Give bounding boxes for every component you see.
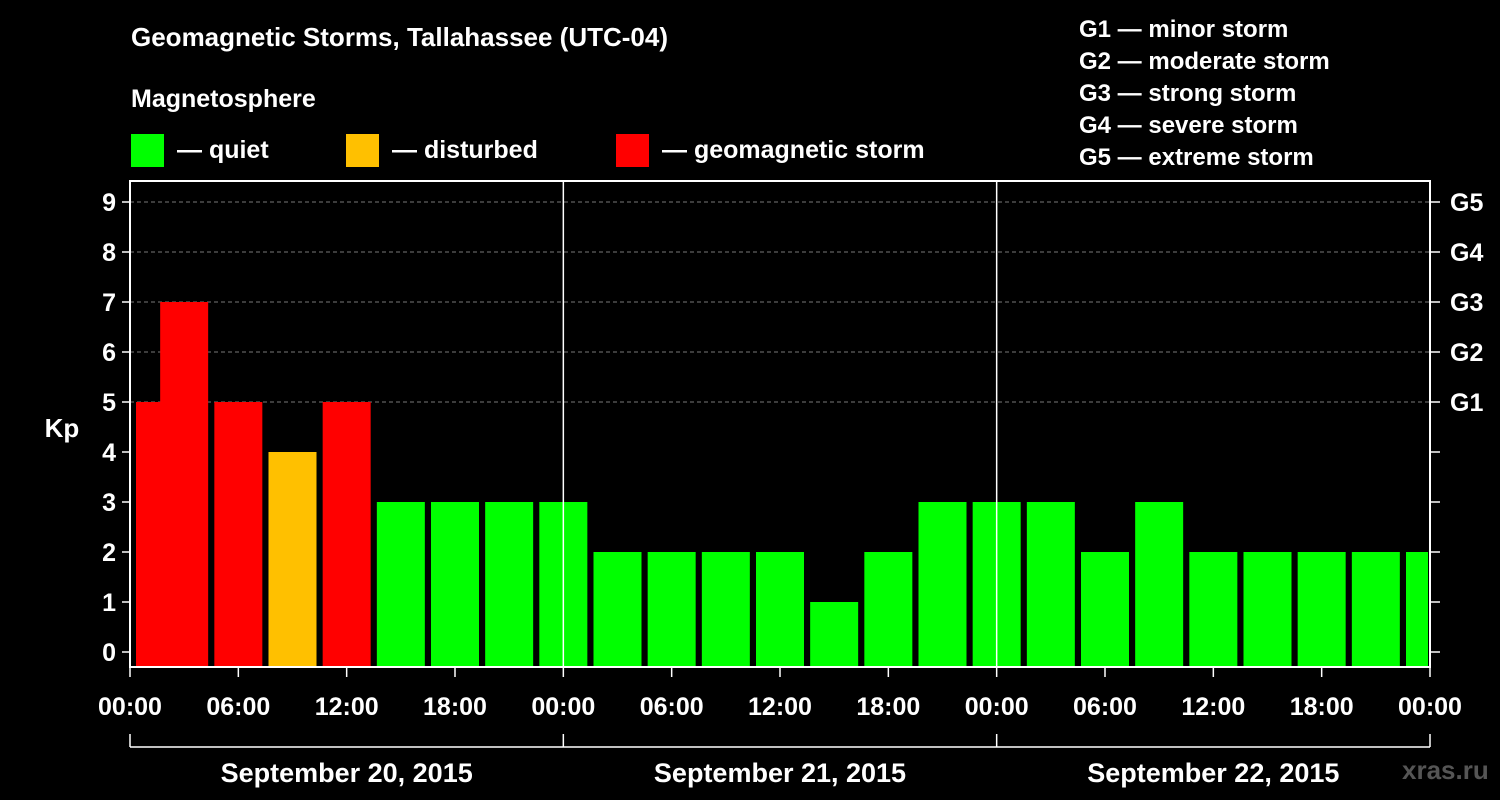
ytick-label-4: 4 <box>102 439 116 467</box>
ytick-label-1: 1 <box>102 589 116 617</box>
right-tick-label-g2: G2 <box>1450 339 1483 367</box>
xtick-label-6: 12:00 <box>748 693 812 721</box>
legend-swatch-quiet <box>131 133 164 167</box>
xtick-label-5: 06:00 <box>640 693 704 721</box>
y-axis-label: Kp <box>45 413 80 443</box>
bar-22 <box>1297 552 1346 667</box>
ytick-label-5: 5 <box>102 389 116 417</box>
ytick-label-7: 7 <box>102 289 116 317</box>
right-tick-label-g4: G4 <box>1450 239 1483 267</box>
legend-label-storm: — geomagnetic storm <box>662 135 925 164</box>
right-tick-label-g1: G1 <box>1450 389 1483 417</box>
ytick-label-0: 0 <box>102 639 116 667</box>
watermark: xras.ru <box>1402 755 1489 785</box>
xtick-label-8: 00:00 <box>965 693 1029 721</box>
bar-2 <box>214 402 263 667</box>
xtick-label-4: 00:00 <box>531 693 595 721</box>
legend-item-storm: — geomagnetic storm <box>616 133 925 167</box>
bar-12 <box>756 552 804 667</box>
day-label-1: September 21, 2015 <box>654 758 906 788</box>
xtick-label-2: 12:00 <box>315 693 379 721</box>
legend-item-disturbed: — disturbed <box>346 133 538 167</box>
xtick-label-11: 18:00 <box>1290 693 1354 721</box>
legend-label-quiet: — quiet <box>177 135 269 164</box>
bar-14 <box>864 552 913 667</box>
xtick-label-9: 06:00 <box>1073 693 1137 721</box>
right-tick-label-g3: G3 <box>1450 289 1483 317</box>
xtick-label-1: 06:00 <box>206 693 270 721</box>
bar-13 <box>810 602 859 667</box>
storm-scale-g2: G2 — moderate storm <box>1079 48 1330 75</box>
xtick-label-12: 00:00 <box>1398 693 1462 721</box>
storm-scale-g3: G3 — strong storm <box>1079 80 1297 107</box>
legend-label-disturbed: — disturbed <box>392 135 538 164</box>
bar-6 <box>431 502 479 667</box>
xtick-label-7: 18:00 <box>856 693 920 721</box>
ytick-label-3: 3 <box>102 489 116 517</box>
legend-swatch-disturbed <box>346 133 379 167</box>
storm-scale-g5: G5 — extreme storm <box>1079 144 1314 171</box>
chart-subtitle: Magnetosphere <box>131 85 316 113</box>
bar-4 <box>322 402 371 667</box>
bar-10 <box>647 552 696 667</box>
xtick-label-10: 12:00 <box>1181 693 1245 721</box>
bar-20 <box>1189 552 1238 667</box>
day-label-0: September 20, 2015 <box>221 758 473 788</box>
bar-15 <box>918 502 967 667</box>
ytick-label-2: 2 <box>102 539 116 567</box>
right-tick-label-g5: G5 <box>1450 189 1483 217</box>
storm-scale-legend: G1 — minor storm G2 — moderate storm G3 … <box>1079 14 1330 174</box>
bar-3 <box>268 452 317 667</box>
ytick-label-6: 6 <box>102 339 116 367</box>
legend-swatch-storm <box>616 133 649 167</box>
bar-9 <box>593 552 642 667</box>
xtick-label-0: 00:00 <box>98 693 162 721</box>
day-label-2: September 22, 2015 <box>1087 758 1339 788</box>
bar-5 <box>376 502 425 667</box>
bar-24 <box>1406 552 1428 667</box>
bar-11 <box>701 552 750 667</box>
bar-19 <box>1135 502 1184 667</box>
ytick-label-8: 8 <box>102 239 116 267</box>
legend-item-quiet: — quiet <box>131 133 269 167</box>
chart-title: Geomagnetic Storms, Tallahassee (UTC-04) <box>131 22 669 52</box>
storm-scale-g4: G4 — severe storm <box>1079 112 1298 139</box>
storm-scale-g1: G1 — minor storm <box>1079 16 1289 43</box>
ytick-label-9: 9 <box>102 189 116 217</box>
xtick-label-3: 18:00 <box>423 693 487 721</box>
bar-1 <box>160 302 209 667</box>
bar-21 <box>1243 552 1292 667</box>
bar-17 <box>1026 502 1075 667</box>
bar-18 <box>1081 552 1129 667</box>
bar-23 <box>1351 552 1400 667</box>
bar-7 <box>485 502 534 667</box>
